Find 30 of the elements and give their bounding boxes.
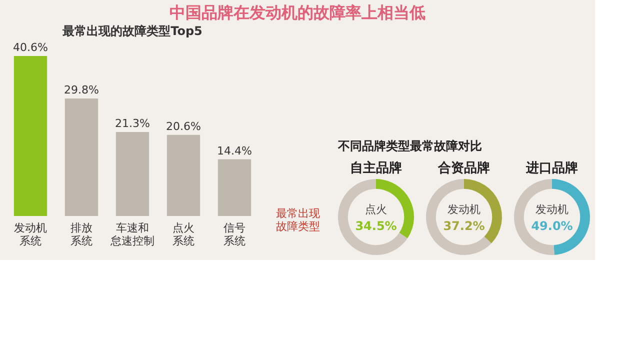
data-label: 14.4% [217, 144, 252, 158]
data-label: 49.0% [531, 219, 573, 233]
data-label: 21.3% [115, 117, 150, 130]
chart-title: 合资品牌 [437, 160, 490, 176]
data-label: 34.5% [355, 219, 397, 233]
x-tick-label: 排放系统 [70, 222, 92, 248]
slice-label: 发动机 [448, 203, 480, 216]
slice-label: 发动机 [536, 203, 568, 216]
bar [218, 159, 252, 216]
chart-title: 进口品牌 [525, 160, 578, 176]
data-label: 29.8% [64, 84, 99, 97]
text: 中国品牌在发动机的故障率上相当低 [170, 3, 426, 22]
x-tick-label: 点火系统 [172, 222, 194, 248]
donut-slice [426, 179, 492, 255]
chart-title: 自主品牌 [350, 160, 402, 176]
x-tick-label: 信号系统 [224, 222, 246, 248]
bar [166, 134, 200, 216]
slice-label: 点火 [365, 203, 387, 216]
chart-subtitle: 最常出现的故障类型Top5 [62, 24, 202, 38]
chart-subtitle: 不同品牌类型最常故障对比 [337, 139, 482, 153]
bar [14, 56, 48, 216]
text: 最常出现故障类型 [276, 207, 320, 233]
donut-slice [338, 179, 408, 255]
data-label: 40.6% [13, 41, 48, 54]
x-tick-label: 发动机系统 [14, 222, 47, 248]
data-label: 37.2% [443, 219, 485, 233]
data-label: 20.6% [166, 120, 201, 133]
x-tick-label: 车速和怠速控制 [110, 222, 154, 248]
bar [64, 98, 98, 216]
bar [116, 132, 150, 216]
